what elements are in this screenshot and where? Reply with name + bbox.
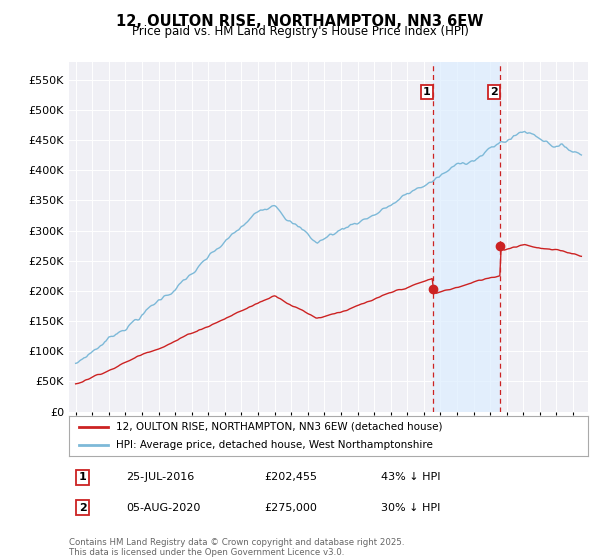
Text: 2: 2: [490, 87, 497, 97]
Text: 12, OULTON RISE, NORTHAMPTON, NN3 6EW: 12, OULTON RISE, NORTHAMPTON, NN3 6EW: [116, 14, 484, 29]
Text: £202,455: £202,455: [264, 472, 317, 482]
Text: 1: 1: [79, 472, 86, 482]
Text: 05-AUG-2020: 05-AUG-2020: [126, 503, 200, 513]
Text: Contains HM Land Registry data © Crown copyright and database right 2025.
This d: Contains HM Land Registry data © Crown c…: [69, 538, 404, 557]
Text: 43% ↓ HPI: 43% ↓ HPI: [381, 472, 440, 482]
Bar: [433, 62, 500, 412]
Text: 30% ↓ HPI: 30% ↓ HPI: [381, 503, 440, 513]
Text: 25-JUL-2016: 25-JUL-2016: [126, 472, 194, 482]
Text: 12, OULTON RISE, NORTHAMPTON, NN3 6EW (detached house): 12, OULTON RISE, NORTHAMPTON, NN3 6EW (d…: [116, 422, 442, 432]
Text: Price paid vs. HM Land Registry's House Price Index (HPI): Price paid vs. HM Land Registry's House …: [131, 25, 469, 38]
Text: 2: 2: [79, 503, 86, 513]
Text: £275,000: £275,000: [264, 503, 317, 513]
Text: 1: 1: [423, 87, 431, 97]
Text: HPI: Average price, detached house, West Northamptonshire: HPI: Average price, detached house, West…: [116, 440, 433, 450]
